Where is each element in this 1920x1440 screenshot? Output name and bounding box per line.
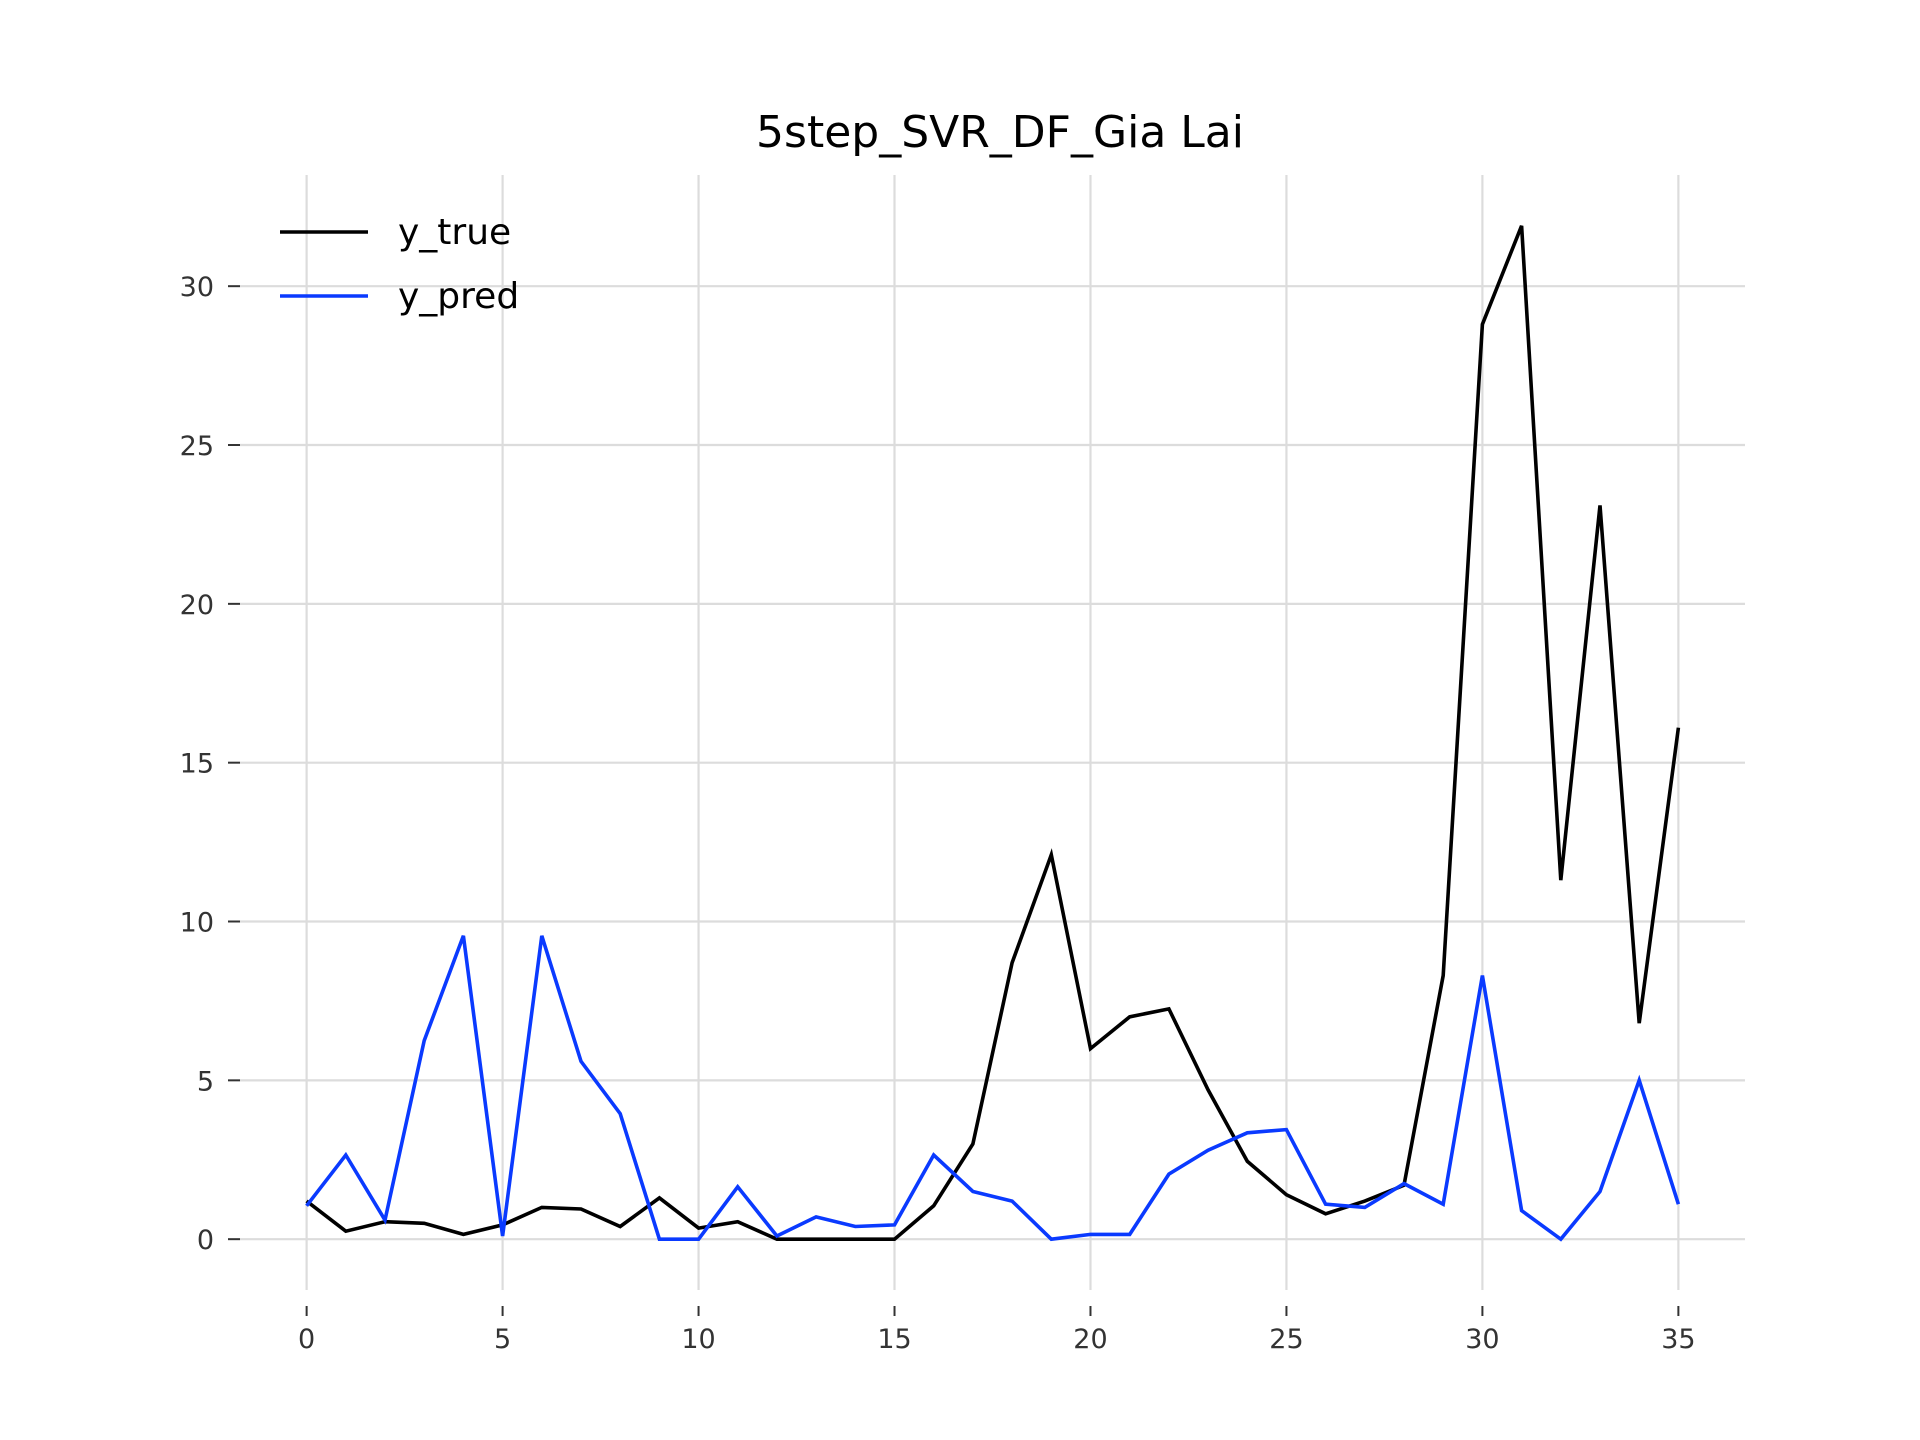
x-tick-label: 30 <box>1465 1324 1499 1355</box>
x-tick-label: 0 <box>298 1324 315 1355</box>
y-tick-label: 20 <box>180 590 214 621</box>
y-tick-label: 5 <box>197 1066 214 1097</box>
legend-label: y_pred <box>398 276 519 317</box>
legend: y_true y_pred <box>280 212 519 317</box>
legend-label: y_true <box>398 212 511 253</box>
x-tick-label: 20 <box>1073 1324 1107 1355</box>
series-line-y-pred <box>305 935 1681 1242</box>
y-tick-label: 30 <box>180 272 214 303</box>
y-tick-label: 0 <box>197 1225 214 1256</box>
x-tick-label: 5 <box>494 1324 511 1355</box>
y-tick-label: 25 <box>180 431 214 462</box>
x-tick-label: 10 <box>681 1324 715 1355</box>
x-tick-label: 25 <box>1269 1324 1303 1355</box>
axis-ticks: 0 5 10 15 20 25 30 35 0 5 10 15 20 25 30 <box>180 272 1696 1355</box>
grid <box>240 175 1745 1290</box>
x-tick-label: 15 <box>877 1324 911 1355</box>
series-line-y-true <box>305 225 1681 1241</box>
y-tick-label: 15 <box>180 749 214 780</box>
series-lines <box>305 225 1681 1242</box>
chart-title: 5step_SVR_DF_Gia Lai <box>756 107 1244 158</box>
x-tick-label: 35 <box>1661 1324 1695 1355</box>
y-tick-label: 10 <box>180 908 214 939</box>
